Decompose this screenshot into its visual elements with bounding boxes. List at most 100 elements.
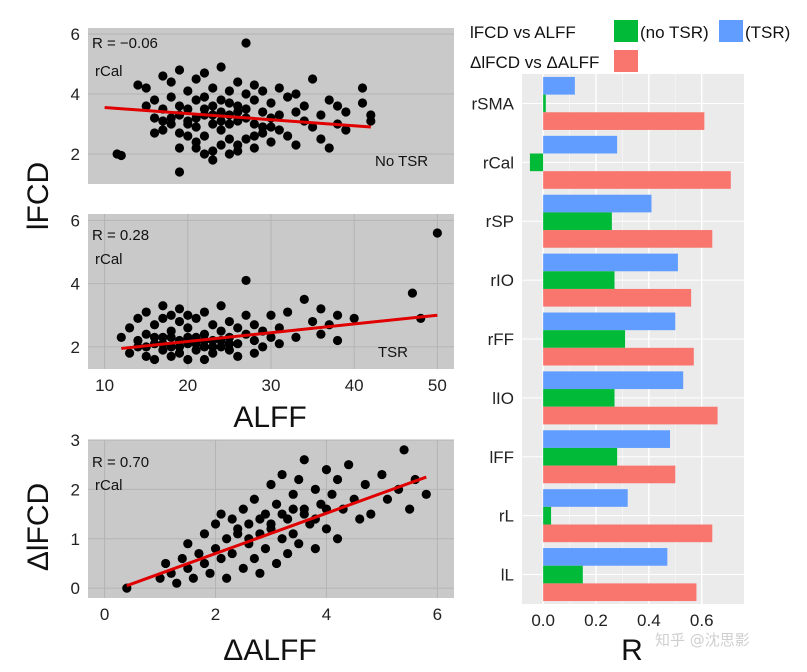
scatter-point — [241, 275, 251, 286]
scatter-point — [266, 98, 276, 108]
bar-rFF-0 — [543, 312, 676, 331]
scatter-point — [277, 469, 287, 480]
ylabel-delta-lfcd: ΔlFCD — [22, 483, 55, 571]
watermark: 知乎 @沈思影 — [655, 631, 750, 649]
bar-lL-2 — [543, 583, 697, 602]
legend: lFCD vs ALFF (no TSR) (TSR) ΔlFCD vs ΔAL… — [470, 20, 790, 72]
scatter-point — [166, 326, 176, 336]
scatter-point — [116, 332, 126, 342]
scatter-point — [249, 320, 259, 330]
scatter-point — [432, 228, 442, 238]
scatter-point — [283, 548, 293, 559]
scatter-point — [241, 89, 251, 99]
scatter-point — [208, 101, 218, 111]
panel-2-r-value: R = 0.28 — [92, 227, 149, 244]
x-tick-label: 10 — [95, 376, 114, 395]
scatter-point — [294, 539, 304, 549]
scatter-point — [238, 563, 248, 573]
scatter-point — [307, 316, 318, 327]
scatter-point — [174, 342, 185, 352]
scatter-point — [233, 351, 243, 361]
scatter-point — [355, 514, 365, 524]
scatter-point — [291, 89, 301, 99]
scatter-point — [166, 77, 176, 87]
scatter-point — [158, 71, 168, 81]
scatter-point — [224, 339, 235, 349]
panel-2-points — [116, 228, 442, 365]
scatter-point — [216, 116, 226, 126]
scatter-point — [224, 345, 235, 355]
bar-lL-1 — [543, 565, 583, 584]
scatter-point — [258, 128, 268, 138]
scatter-point — [166, 92, 176, 102]
scatter-point — [199, 354, 210, 365]
category-label: rIO — [490, 271, 514, 290]
scatter-point — [274, 125, 284, 135]
scatter-point — [174, 348, 185, 358]
scatter-point — [210, 544, 221, 554]
scatter-point — [133, 313, 143, 323]
scatter-point — [158, 332, 168, 342]
scatter-point — [183, 539, 193, 549]
scatter-point — [191, 313, 201, 323]
scatter-point — [299, 509, 309, 519]
scatter-point — [166, 332, 176, 342]
bar-rCal-2 — [543, 171, 731, 189]
x-tick-label: 0 — [100, 605, 109, 624]
scatter-point — [216, 95, 226, 105]
panel-1-fit-line — [104, 106, 371, 129]
scatter-point — [183, 310, 193, 320]
scatter-point — [266, 310, 276, 320]
scatter-point — [271, 499, 282, 509]
scatter-point — [233, 107, 243, 117]
scatter-point — [324, 143, 334, 153]
scatter-point — [224, 98, 235, 108]
scatter-point — [249, 119, 259, 129]
scatter-point — [255, 514, 265, 524]
x-tick-label: 0.4 — [637, 611, 661, 630]
bar-rIO-2 — [543, 288, 692, 307]
scatter-point — [266, 332, 276, 342]
y-tick-label: 0 — [71, 579, 80, 598]
scatter-point — [227, 514, 237, 524]
scatter-panel-2: 2 4 6 10 20 30 40 50 R = 0.28 rCal TSR ALFF — [71, 211, 454, 434]
category-label: lL — [501, 566, 514, 585]
scatter-point — [174, 304, 185, 314]
scatter-point — [249, 348, 259, 358]
scatter-point — [299, 294, 309, 305]
scatter-point — [310, 484, 320, 494]
bar-lFF-2 — [543, 465, 676, 484]
scatter-point — [158, 116, 168, 126]
scatter-point — [241, 134, 251, 144]
scatter-point — [249, 494, 259, 504]
scatter-point — [199, 329, 210, 339]
scatter-point — [216, 125, 226, 135]
scatter-point — [324, 95, 334, 105]
y-tick-label: 4 — [71, 85, 80, 104]
scatter-point — [208, 146, 218, 156]
scatter-point — [249, 143, 259, 153]
scatter-point — [405, 504, 415, 514]
scatter-point — [149, 320, 160, 330]
scatter-point — [191, 122, 201, 132]
scatter-point — [199, 104, 210, 114]
scatter-point — [260, 544, 271, 554]
scatter-point — [266, 122, 276, 132]
scatter-point — [233, 146, 243, 156]
scatter-point — [199, 558, 210, 569]
bar-chart-xlabel: R — [621, 634, 643, 667]
scatter-point — [194, 548, 204, 559]
scatter-point — [177, 553, 187, 564]
y-tick-label: 1 — [71, 530, 80, 549]
scatter-point — [277, 534, 287, 544]
x-tick-label: 50 — [428, 376, 447, 395]
scatter-point — [341, 125, 351, 135]
panel-1-r-value: R = −0.06 — [92, 35, 158, 52]
panel-2-xlabel: ALFF — [233, 401, 306, 434]
scatter-point — [174, 167, 185, 177]
panel-3-xlabel: ΔALFF — [223, 634, 316, 667]
scatter-point — [222, 573, 232, 583]
scatter-point — [277, 509, 287, 519]
scatter-point — [208, 342, 218, 352]
